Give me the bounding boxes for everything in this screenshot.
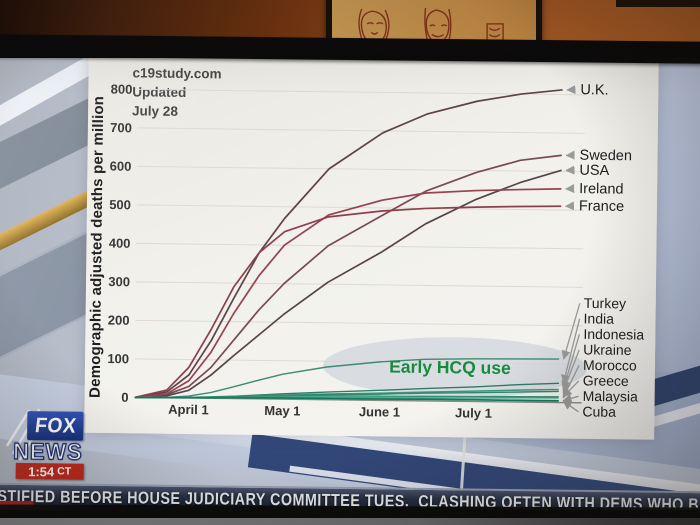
series-line-ireland	[134, 188, 562, 399]
country-label-cuba: Cuba	[582, 403, 616, 419]
label-arrow	[566, 85, 576, 95]
fox-news-logo: FOX NEWS 1:54 CT	[3, 406, 94, 480]
y-tick-label: 0	[121, 390, 128, 405]
fox-brand-fox: FOX	[33, 413, 78, 438]
y-tick-label: 500	[109, 197, 131, 212]
y-tick-label: 100	[107, 351, 129, 366]
country-label-usa: USA	[579, 163, 609, 179]
series-line-cuba	[134, 396, 559, 402]
tv-screen: c19study.com Updated July 28 Demographic…	[0, 58, 700, 510]
y-tick-label: 200	[108, 313, 130, 328]
country-label-france: France	[579, 198, 624, 215]
hcq-ellipse-highlight	[322, 337, 587, 398]
y-tick-label: 300	[108, 274, 130, 289]
series-line-usa	[134, 169, 562, 399]
label-arrow	[565, 184, 575, 194]
series-line-u-k	[134, 89, 563, 399]
country-label-greece: Greece	[583, 372, 629, 389]
x-tick-label: July 1	[455, 405, 492, 420]
country-label-morocco: Morocco	[583, 357, 637, 374]
chart-svg: 0 100 200 300 400 500 600 700 800 April 1 May 1 Jun…	[107, 82, 644, 421]
label-arrow	[561, 334, 581, 391]
country-label-malaysia: Malaysia	[583, 388, 639, 405]
series-line-sweden	[134, 154, 562, 399]
wall-frame-corner	[616, 0, 700, 7]
y-grid-line	[136, 242, 584, 250]
floor	[0, 518, 700, 525]
country-label-sweden: Sweden	[579, 148, 632, 165]
x-tick-label: April 1	[168, 402, 209, 417]
y-tick-label: 700	[110, 120, 132, 135]
y-tick-label: 400	[109, 236, 131, 251]
label-arrow	[562, 394, 579, 403]
country-label-u-k: U.K.	[580, 82, 608, 98]
x-tick-label: May 1	[264, 403, 300, 418]
y-grid-line	[137, 165, 585, 173]
timezone-text: CT	[57, 465, 72, 478]
label-arrow	[562, 400, 579, 413]
fox-box: FOX	[27, 411, 84, 441]
label-arrow	[565, 165, 575, 175]
label-arrow	[564, 201, 575, 211]
y-grid-line	[136, 281, 583, 288]
y-grid-line	[136, 204, 584, 211]
country-label-ireland: Ireland	[579, 181, 624, 198]
y-tick-label: 800	[111, 82, 133, 97]
label-arrow	[561, 318, 581, 384]
time-text: 1:54	[28, 463, 55, 479]
country-label-india: India	[583, 310, 614, 326]
chart-panel: c19study.com Updated July 28 Demographic…	[84, 58, 659, 440]
early-hcq-label: Early HCQ use	[389, 356, 511, 377]
series-line-turkey	[134, 358, 560, 399]
country-label-ukraine: Ukraine	[583, 341, 632, 358]
time-box: 1:54 CT	[15, 462, 84, 480]
y-grid-line	[137, 127, 585, 134]
y-tick-label: 600	[110, 159, 132, 174]
country-label-indonesia: Indonesia	[583, 326, 644, 343]
label-arrow	[562, 349, 580, 393]
country-label-turkey: Turkey	[584, 295, 626, 312]
y-grid-line	[135, 319, 583, 327]
label-arrow	[561, 303, 581, 360]
series-line-france	[134, 205, 562, 399]
label-arrow	[565, 150, 575, 160]
fox-brand-news: NEWS	[12, 437, 83, 465]
y-grid-line	[138, 88, 586, 96]
broadcast-graphic: c19study.com Updated July 28 Demographic…	[0, 58, 700, 510]
x-tick-label: June 1	[359, 404, 400, 420]
